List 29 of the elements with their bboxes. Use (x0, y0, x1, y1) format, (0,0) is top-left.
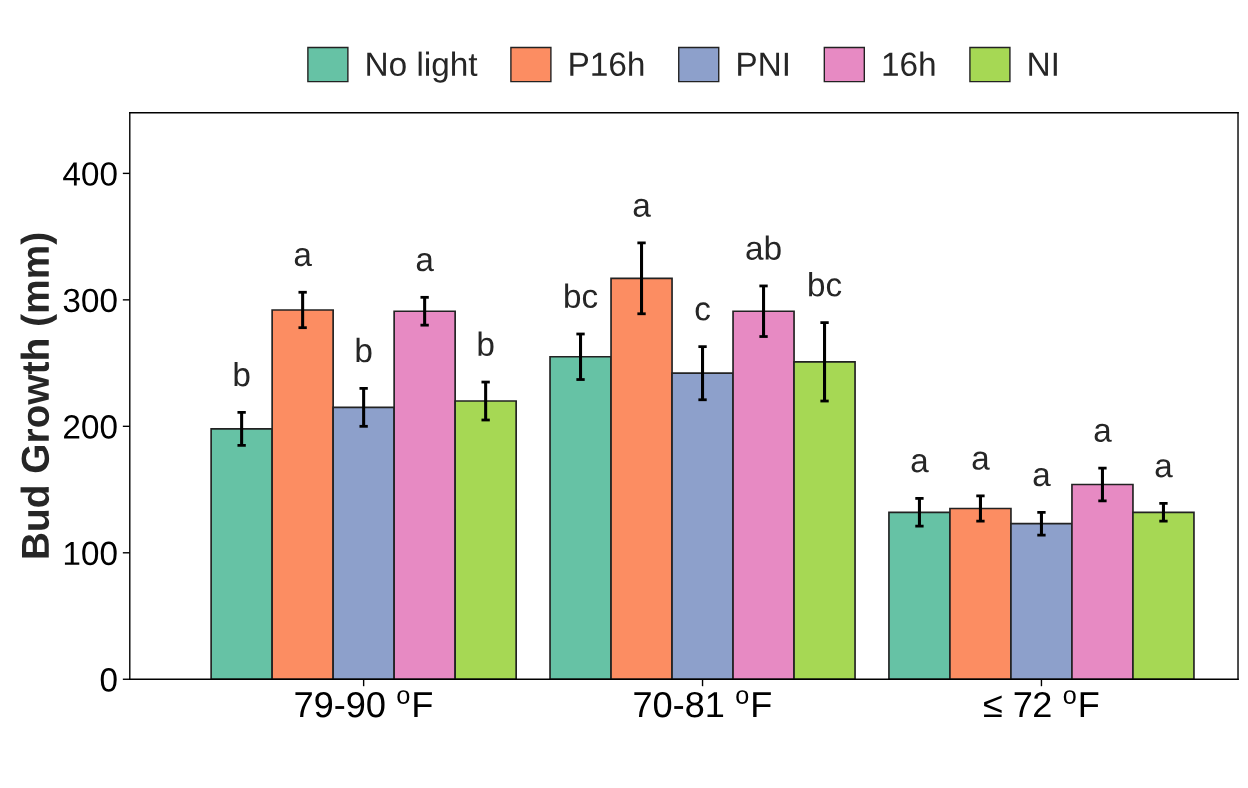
data-label: b (478, 331, 494, 357)
y-tick-label: 100 (64, 541, 117, 566)
legend-label: 16h (883, 51, 935, 77)
data-label: b (356, 337, 372, 363)
data-label: a (1155, 459, 1173, 478)
data-label: a (911, 454, 929, 473)
legend-label: P16h (570, 51, 644, 77)
y-tick-label: 300 (63, 288, 117, 313)
legend-label: PNI (738, 52, 788, 76)
y-tick-label: 400 (63, 162, 117, 186)
data-label: c (695, 302, 710, 321)
legend-label: NI (1029, 52, 1057, 76)
y-axis-title: Bud Growth (mm) (20, 233, 57, 558)
y-tick-label: 0 (100, 668, 117, 692)
data-label: a (972, 451, 990, 470)
data-label: b (234, 361, 250, 387)
data-label: a (416, 253, 434, 272)
legend-label: No light (367, 51, 478, 83)
x-tick-label: 70-81 $^{o}$F (634, 690, 771, 718)
data-label: a (1033, 468, 1051, 487)
data-label: a (294, 247, 312, 267)
data-label: a (633, 198, 651, 217)
data-label: bc (565, 283, 598, 308)
x-tick-label: ≤ 72 $^{o}$F (984, 690, 1099, 718)
data-label: a (1094, 423, 1112, 443)
data-label: ab (746, 235, 781, 260)
data-label: bc (809, 272, 842, 297)
y-tick-label: 200 (64, 415, 117, 439)
x-tick-label: 79-90 $^{o}$F (295, 690, 432, 718)
